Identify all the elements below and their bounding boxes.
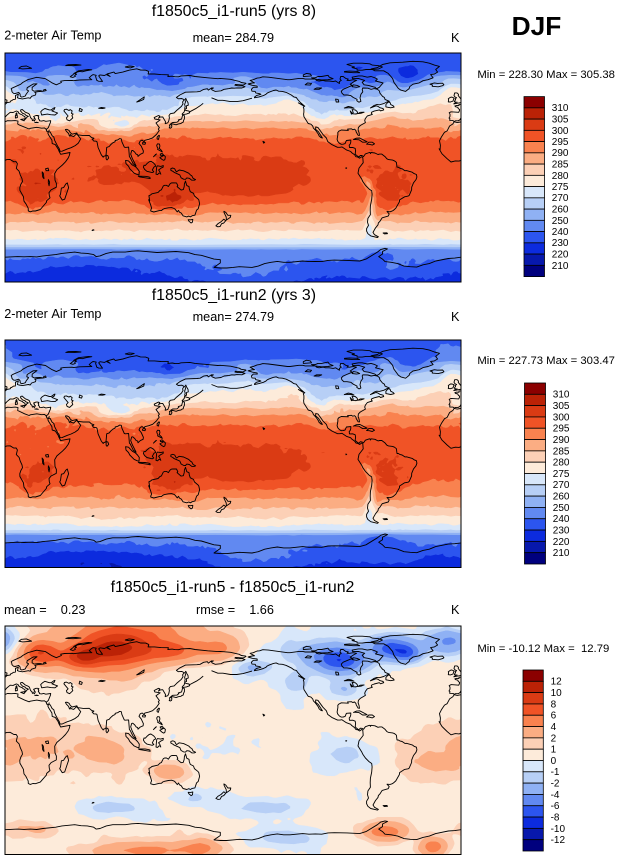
svg-text:285: 285	[552, 160, 569, 171]
svg-text:K: K	[451, 603, 460, 617]
svg-text:280: 280	[553, 458, 570, 469]
svg-text:8: 8	[551, 699, 557, 710]
svg-text:K: K	[451, 31, 460, 45]
svg-text:-1: -1	[551, 767, 560, 778]
svg-text:230: 230	[553, 526, 570, 537]
svg-text:310: 310	[552, 103, 569, 114]
svg-text:300: 300	[552, 126, 569, 137]
svg-text:290: 290	[552, 148, 569, 159]
svg-text:275: 275	[553, 469, 570, 480]
svg-text:mean = 0.23: mean = 0.23	[4, 603, 85, 617]
svg-text:12: 12	[551, 677, 563, 688]
svg-text:220: 220	[552, 250, 569, 261]
svg-text:2-meter Air Temp: 2-meter Air Temp	[4, 307, 101, 321]
svg-text:mean= 274.79: mean= 274.79	[193, 310, 274, 324]
svg-text:300: 300	[553, 412, 570, 423]
svg-text:mean= 284.79: mean= 284.79	[193, 31, 274, 45]
svg-text:295: 295	[552, 137, 569, 148]
svg-text:210: 210	[553, 548, 570, 559]
svg-text:-10: -10	[551, 824, 566, 835]
svg-text:285: 285	[553, 446, 570, 457]
svg-text:K: K	[451, 310, 460, 324]
svg-text:f1850c5_i1-run5 (yrs 8): f1850c5_i1-run5 (yrs 8)	[152, 3, 316, 20]
svg-text:1: 1	[551, 745, 557, 756]
svg-text:0: 0	[551, 756, 557, 767]
svg-text:270: 270	[552, 193, 569, 204]
svg-text:f1850c5_i1-run2 (yrs 3): f1850c5_i1-run2 (yrs 3)	[152, 287, 316, 304]
svg-text:-2: -2	[551, 779, 560, 790]
svg-text:6: 6	[551, 711, 557, 722]
svg-text:-4: -4	[551, 790, 560, 801]
svg-text:240: 240	[553, 514, 570, 525]
svg-text:280: 280	[552, 171, 569, 182]
svg-text:220: 220	[553, 537, 570, 548]
svg-text:2-meter Air Temp: 2-meter Air Temp	[4, 29, 101, 43]
svg-text:-12: -12	[551, 835, 566, 846]
svg-text:260: 260	[553, 492, 570, 503]
svg-text:275: 275	[552, 182, 569, 193]
svg-text:4: 4	[551, 722, 557, 733]
svg-text:270: 270	[553, 480, 570, 491]
svg-text:f1850c5_i1-run5 - f1850c5_i1-r: f1850c5_i1-run5 - f1850c5_i1-run2	[111, 579, 355, 596]
svg-text:295: 295	[553, 424, 570, 435]
svg-text:Min = 227.73 Max = 303.47: Min = 227.73 Max = 303.47	[477, 355, 615, 367]
svg-text:260: 260	[552, 205, 569, 216]
svg-text:250: 250	[553, 503, 570, 514]
svg-text:290: 290	[553, 435, 570, 446]
svg-text:230: 230	[552, 238, 569, 249]
svg-text:250: 250	[552, 216, 569, 227]
svg-text:-6: -6	[551, 801, 560, 812]
svg-text:Min = 228.30 Max = 305.38: Min = 228.30 Max = 305.38	[477, 69, 615, 81]
svg-text:305: 305	[552, 115, 569, 126]
svg-text:rmse = 1.66: rmse = 1.66	[196, 603, 274, 617]
svg-text:Min = -10.12 Max = 12.79: Min = -10.12 Max = 12.79	[477, 643, 609, 655]
svg-text:10: 10	[551, 688, 563, 699]
svg-text:2: 2	[551, 733, 557, 744]
svg-text:310: 310	[553, 390, 570, 401]
svg-text:-8: -8	[551, 813, 560, 824]
svg-text:210: 210	[552, 261, 569, 272]
svg-text:305: 305	[553, 401, 570, 412]
svg-text:DJF: DJF	[512, 11, 562, 41]
svg-text:240: 240	[552, 227, 569, 238]
